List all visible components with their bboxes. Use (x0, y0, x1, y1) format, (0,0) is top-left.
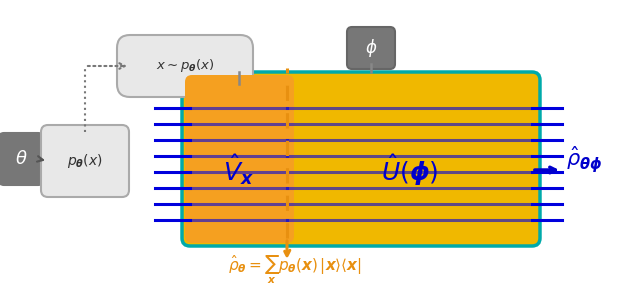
Text: $\theta$: $\theta$ (15, 150, 27, 168)
Text: $\phi$: $\phi$ (365, 37, 378, 59)
FancyBboxPatch shape (0, 133, 43, 185)
FancyBboxPatch shape (41, 125, 129, 197)
Text: $\hat{V}_{\boldsymbol{x}}$: $\hat{V}_{\boldsymbol{x}}$ (223, 153, 255, 187)
Text: $p_{\boldsymbol{\theta}}(x)$: $p_{\boldsymbol{\theta}}(x)$ (67, 152, 103, 170)
Text: $\hat{\rho}_{\boldsymbol{\theta}} = \sum_{\boldsymbol{x}} p_{\boldsymbol{\theta}: $\hat{\rho}_{\boldsymbol{\theta}} = \sum… (228, 254, 362, 286)
FancyBboxPatch shape (347, 27, 395, 69)
FancyBboxPatch shape (182, 72, 540, 246)
Text: $x \sim p_{\boldsymbol{\theta}}(x)$: $x \sim p_{\boldsymbol{\theta}}(x)$ (156, 58, 214, 74)
FancyBboxPatch shape (117, 35, 253, 97)
Text: $\hat{\rho}_{\boldsymbol{\theta}\boldsymbol{\phi}}$: $\hat{\rho}_{\boldsymbol{\theta}\boldsym… (566, 145, 603, 175)
FancyBboxPatch shape (185, 75, 294, 243)
Text: $\hat{U}(\boldsymbol{\phi})$: $\hat{U}(\boldsymbol{\phi})$ (381, 152, 439, 187)
